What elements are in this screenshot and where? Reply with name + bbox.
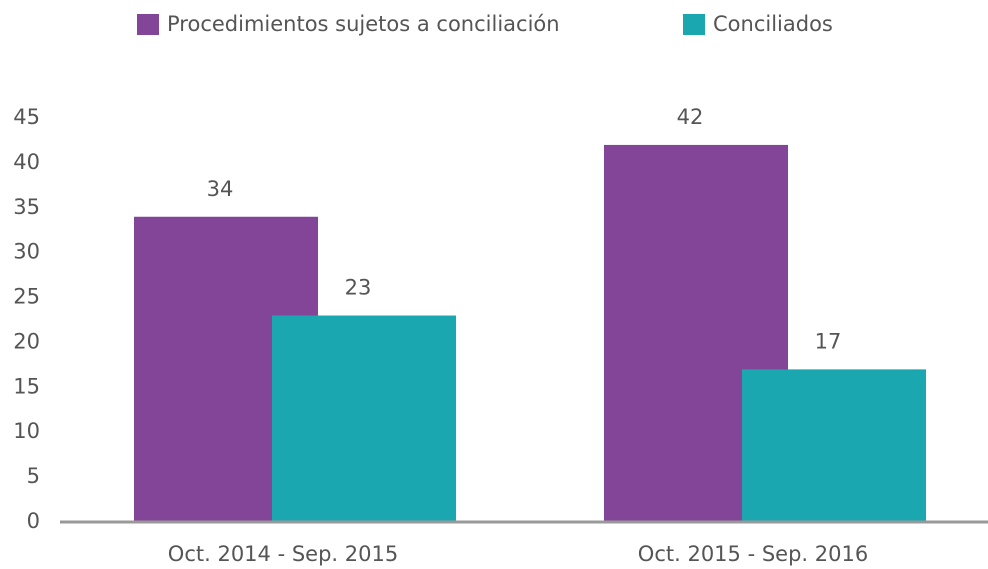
legend-label: Procedimientos sujetos a conciliación [167, 12, 560, 36]
y-tick-label: 40 [13, 150, 40, 174]
value-label: 34 [207, 177, 234, 201]
value-label: 42 [677, 105, 704, 129]
legend-swatch [683, 14, 705, 35]
legend-swatch [137, 14, 159, 35]
y-tick-label: 30 [13, 240, 40, 264]
y-tick-label: 20 [13, 329, 40, 353]
bar [272, 315, 456, 522]
y-tick-label: 15 [13, 374, 40, 398]
value-label: 23 [345, 276, 372, 300]
value-label: 17 [815, 329, 842, 353]
bar [742, 369, 926, 522]
y-tick-label: 10 [13, 419, 40, 443]
legend-label: Conciliados [713, 12, 833, 36]
y-tick-label: 45 [13, 105, 40, 129]
y-tick-label: 5 [27, 464, 40, 488]
y-tick-label: 25 [13, 285, 40, 309]
y-tick-label: 0 [27, 509, 40, 533]
y-tick-label: 35 [13, 195, 40, 219]
x-tick-label: Oct. 2015 - Sep. 2016 [638, 542, 868, 566]
x-tick-label: Oct. 2014 - Sep. 2015 [168, 542, 398, 566]
